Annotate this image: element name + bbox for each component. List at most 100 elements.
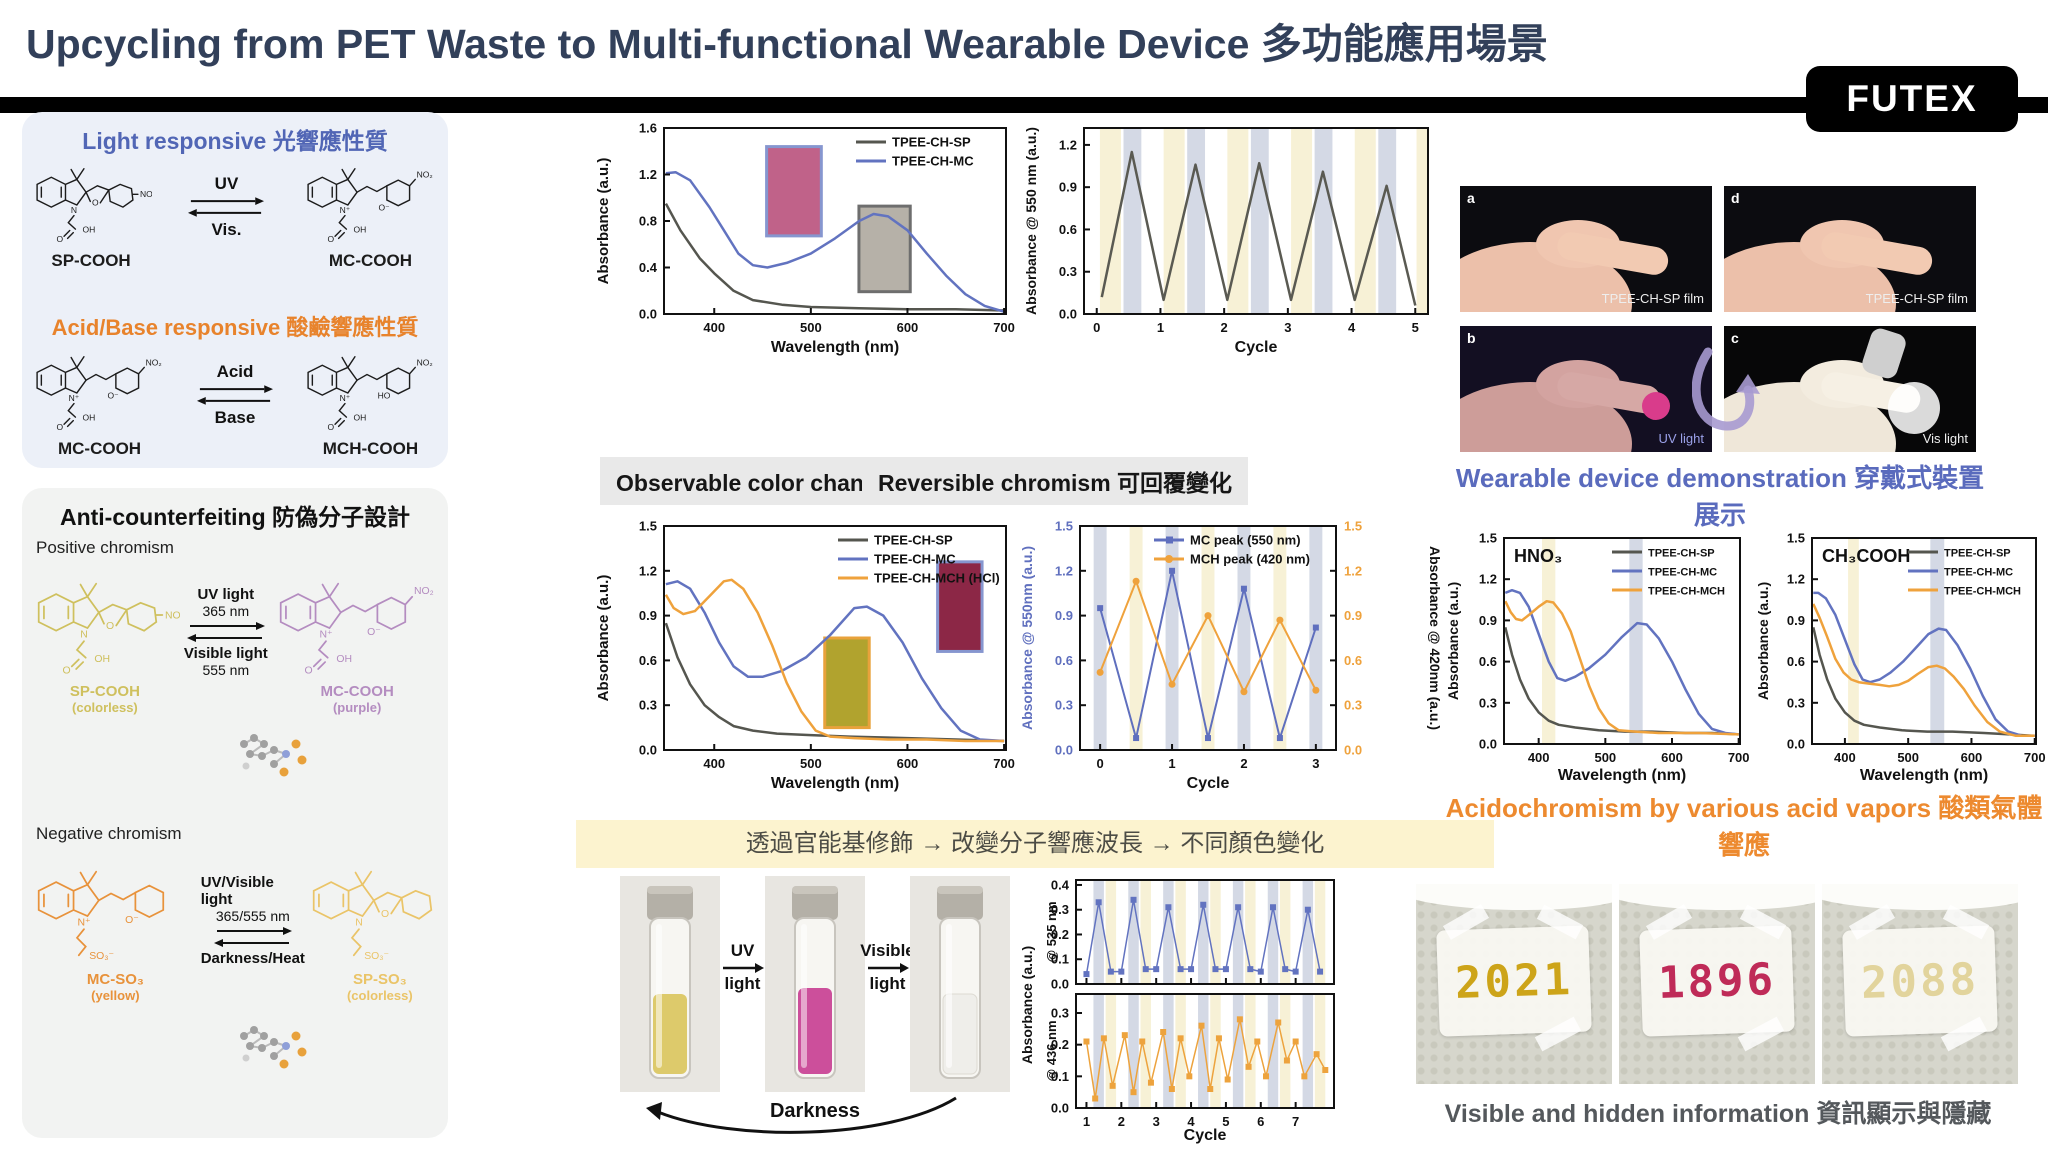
svg-text:1.2: 1.2: [1479, 572, 1497, 587]
svg-text:600: 600: [897, 756, 919, 771]
svg-text:0.3: 0.3: [1051, 902, 1069, 917]
header-divider-bar: [0, 97, 2048, 113]
svg-text:0.8: 0.8: [639, 214, 657, 229]
negative-chromism-reaction: O⁻ N⁺ SO₃⁻ MC-SO₃ (yellow) UV/Visible ligh…: [30, 856, 440, 1003]
molecule-name: MC-SO₃: [86, 971, 144, 988]
svg-text:400: 400: [703, 320, 725, 335]
mc-to-mch-reaction: O⁻ NO₂ N⁺ O OH MC-COOH Acid Base HO NO₂ N⁺ O OH …: [30, 344, 440, 459]
svg-text:1: 1: [1157, 320, 1164, 335]
molecule-mc-so3: O⁻ N⁺ SO₃⁻ MC-SO₃ (yellow): [30, 856, 201, 1003]
svg-text:1.2: 1.2: [1344, 563, 1362, 578]
svg-text:@ 436 nm: @ 436 nm: [1044, 1020, 1059, 1081]
svg-text:600: 600: [1961, 750, 1983, 765]
atom-label: O: [381, 909, 389, 920]
svg-text:0.0: 0.0: [639, 307, 657, 322]
svg-text:1: 1: [1168, 756, 1175, 771]
svg-text:Absorbance (a.u.): Absorbance (a.u.): [1445, 582, 1461, 700]
hand-vis-photo-icon: [1724, 326, 1976, 452]
molecule-name: MCH-COOH: [322, 439, 419, 458]
svg-text:0.9: 0.9: [1055, 608, 1073, 623]
svg-text:1: 1: [1083, 1114, 1090, 1129]
atom-label: SO₃⁻: [89, 951, 114, 962]
svg-text:TPEE-CH-SP: TPEE-CH-SP: [1648, 548, 1715, 560]
atom-label: N⁺: [319, 630, 332, 641]
atom-label: O: [92, 198, 99, 208]
caption-hidden-information: Visible and hidden information 資訊顯示與隱藏: [1444, 1100, 1992, 1128]
visible-light-arrow: Visible light: [860, 941, 915, 993]
caption-reversible-chromism: Reversible chromism 可回覆變化: [862, 457, 1249, 505]
svg-text:0.0: 0.0: [1051, 1101, 1069, 1116]
arrow-label-top: Visible: [860, 941, 915, 960]
atom-label: NO₂: [165, 611, 180, 622]
molecule-mc-cooh-purple: O⁻ NO₂ N⁺ O OH MC-COOH (purple): [272, 568, 443, 715]
chemical-structure-icon: O NO₂ N O OH: [36, 168, 156, 244]
atom-label: NO₂: [146, 357, 162, 367]
atom-label: O⁻: [367, 627, 381, 638]
vial-magenta-icon: [792, 886, 838, 1079]
mc-so3-structure: O⁻ N⁺ SO₃⁻: [30, 856, 201, 969]
negative-chromism-label: Negative chromism: [36, 824, 182, 843]
hno3-spectra-chart: 0.0 0.3 0.6 0.9 1.2 1.5 400 500 600 700 Wavelength…: [1444, 528, 1750, 788]
svg-text:0.0: 0.0: [1479, 737, 1497, 752]
caption-wearable-demo: Wearable device demonstration 穿戴式裝置展示: [1455, 463, 1985, 530]
hand-uv-photo-icon: [1460, 326, 1712, 452]
svg-text:0.9: 0.9: [1787, 613, 1805, 628]
atom-label: NO₂: [414, 586, 434, 597]
uv-visible-equilibrium: UV light 365 nm Visible light 555 nm: [180, 568, 272, 678]
atom-label: HO: [378, 391, 391, 401]
vial-colorless-icon: [937, 886, 983, 1079]
svg-text:0.3: 0.3: [1051, 1006, 1069, 1021]
svg-text:700: 700: [2024, 750, 2046, 765]
equilibrium-arrows-icon: [196, 385, 274, 405]
photo-tag: d: [1731, 190, 1740, 206]
svg-text:0: 0: [1093, 320, 1100, 335]
svg-text:TPEE-CH-MC: TPEE-CH-MC: [892, 154, 974, 169]
mch-structure: HO NO₂ N⁺ O OH: [301, 344, 440, 437]
atom-label: OH: [353, 413, 366, 423]
svg-text:Absorbance (a.u.): Absorbance (a.u.): [595, 575, 612, 702]
svg-text:0.6: 0.6: [1479, 654, 1497, 669]
svg-text:Cycle: Cycle: [1184, 1127, 1227, 1144]
svg-text:0.2: 0.2: [1051, 1037, 1069, 1052]
uv-light-arrow: UV light: [720, 941, 765, 993]
vial-yellow-icon: [647, 886, 693, 1079]
svg-text:0.0: 0.0: [1051, 977, 1069, 991]
page-title: Upcycling from PET Waste to Multi-functi…: [26, 21, 1548, 67]
atom-label: O⁻: [125, 915, 139, 926]
equilibrium-arrows-icon: [188, 197, 265, 217]
molecule-name: SP-COOH: [51, 251, 131, 270]
svg-text:600: 600: [1661, 750, 1683, 765]
atom-label: NO₂: [140, 189, 152, 199]
atom-label: NO₂: [417, 169, 433, 179]
atom-label: N: [71, 205, 77, 215]
svg-text:0.6: 0.6: [1344, 653, 1362, 668]
reverse-label: Visible light: [183, 645, 268, 662]
molecule-name: MC-COOH: [320, 683, 394, 700]
svg-text:Wavelength (nm): Wavelength (nm): [1558, 767, 1686, 784]
forward-label: Acid: [216, 362, 254, 381]
forward-label: UV/Visible light: [200, 874, 274, 908]
svg-text:400: 400: [1834, 750, 1856, 765]
atom-label: N⁺: [340, 393, 351, 403]
arrow-label-bottom: light: [724, 973, 761, 993]
atom-label: SO₃⁻: [364, 951, 389, 962]
svg-text:0.3: 0.3: [1344, 698, 1362, 713]
svg-text:MCH peak (420 nm): MCH peak (420 nm): [1190, 552, 1310, 567]
equilibrium-arrows-icon: [186, 622, 265, 642]
molecule-name: SP-COOH: [69, 683, 140, 700]
svg-text:1.2: 1.2: [1059, 137, 1077, 152]
svg-text:1.2: 1.2: [639, 563, 657, 578]
mc-structure: O⁻ NO₂ N⁺ O OH: [301, 156, 440, 249]
absorbance-spectra-chart: 0.0 0.4 0.8 1.2 1.6 400 500 600 700 Wavelength (n…: [594, 116, 1018, 360]
photo-hand-film-a: a TPEE-CH-SP film: [1460, 186, 1712, 312]
svg-text:Absorbance (a.u.): Absorbance (a.u.): [1755, 582, 1771, 700]
svg-text:0.3: 0.3: [639, 698, 657, 713]
forward-wavelength: 365/555 nm: [215, 908, 290, 924]
fabric-photo-yellow-digits: 2021: [1416, 884, 1612, 1084]
svg-text:TPEE-CH-SP: TPEE-CH-SP: [874, 533, 953, 548]
forward-label: UV light: [197, 586, 255, 603]
svg-text:3: 3: [1153, 1114, 1160, 1129]
svg-text:700: 700: [1728, 750, 1750, 765]
svg-text:500: 500: [800, 756, 822, 771]
